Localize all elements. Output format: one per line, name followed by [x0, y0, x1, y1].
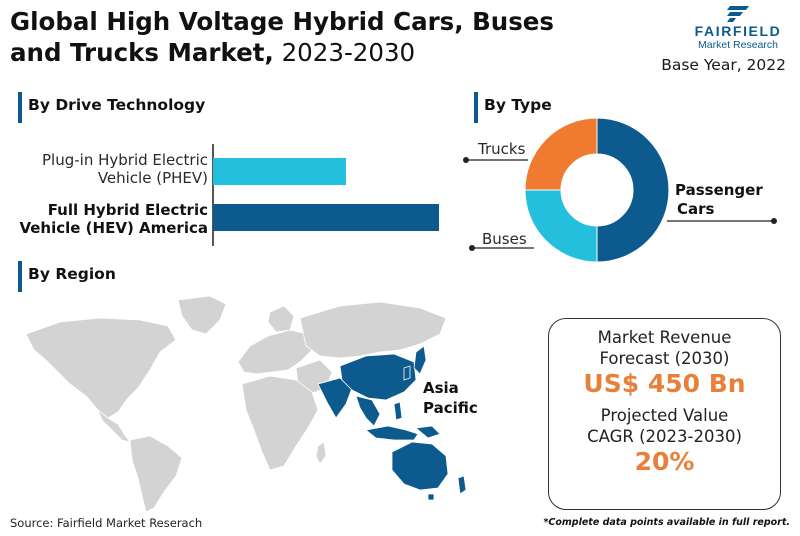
map-grey-regions [25, 295, 447, 513]
bar-phev [213, 158, 347, 185]
cagr-value: 20% [634, 447, 695, 476]
section-accent-bar [18, 92, 22, 123]
fairfield-logo: FAIRFIELD Market Research [684, 4, 792, 51]
map-east-asia [339, 353, 417, 401]
donut-label-trucks: Trucks [478, 140, 526, 158]
map-southeast-asia [355, 395, 381, 427]
map-north-asia [299, 301, 447, 359]
map-europe [237, 329, 313, 375]
map-india [317, 377, 353, 419]
map-africa [241, 375, 319, 471]
donut-label-buses: Buses [482, 230, 527, 248]
region-label-asia-pacific: Asia Pacific [423, 378, 478, 418]
page-title: Global High Voltage Hybrid Cars, Buses a… [10, 6, 570, 68]
map-australia [391, 441, 449, 491]
donut-label-passenger: Passenger Cars [675, 181, 763, 219]
source-note: Source: Fairfield Market Reserach [10, 516, 203, 530]
map-philippines [393, 401, 403, 421]
map-madagascar [315, 441, 327, 465]
section-accent-bar [474, 92, 478, 123]
donut-label-passenger-line2: Cars [677, 200, 715, 218]
logo-subtitle: Market Research [698, 39, 778, 51]
map-scandinavia [267, 305, 295, 333]
map-tasmania [427, 493, 435, 501]
map-indonesia [365, 425, 419, 441]
map-new-zealand [457, 475, 467, 495]
map-korea [403, 365, 411, 381]
title-line-1: Global High Voltage Hybrid Cars, Buses [10, 7, 555, 36]
region-label-line1: Asia [423, 379, 459, 397]
bar-hev [213, 204, 439, 231]
map-greenland [177, 295, 227, 335]
section-accent-bar [18, 261, 22, 292]
section-region-title: By Region [28, 265, 116, 283]
revenue-label-2: Forecast (2030) [599, 349, 730, 368]
logo-name: FAIRFIELD [694, 23, 782, 39]
bar-label-hev: Full Hybrid Electric Vehicle (HEV) Ameri… [19, 201, 208, 237]
base-year: Base Year, 2022 [661, 56, 786, 74]
market-stats-box: Market Revenue Forecast (2030) US$ 450 B… [548, 318, 781, 510]
cagr-label-1: Projected Value [600, 406, 729, 425]
revenue-value: US$ 450 Bn [583, 369, 746, 398]
title-years: 2023-2030 [281, 38, 416, 67]
section-drive-technology: By Drive Technology [18, 92, 206, 123]
map-north-america [25, 317, 177, 419]
bar-label-phev-line1: Plug-in Hybrid Electric [42, 151, 208, 169]
bar-chart-axis [212, 144, 214, 246]
bar-label-phev: Plug-in Hybrid Electric Vehicle (PHEV) [42, 151, 208, 187]
donut-label-passenger-line1: Passenger [675, 181, 763, 199]
section-type-title: By Type [484, 96, 552, 114]
title-line-2: and Trucks Market, [10, 38, 274, 67]
bar-label-phev-line2: Vehicle (PHEV) [97, 169, 208, 187]
fairfield-logo-icon [727, 6, 749, 22]
footnote: *Complete data points available in full … [543, 517, 790, 528]
revenue-label-1: Market Revenue [597, 328, 732, 347]
section-region: By Region [18, 261, 116, 292]
cagr-label-2: CAGR (2023-2030) [587, 427, 742, 446]
map-asia-pacific [317, 345, 467, 501]
map-south-america [129, 435, 183, 513]
bar-label-hev-line2: Vehicle (HEV) America [19, 219, 208, 237]
section-drive-title: By Drive Technology [28, 96, 206, 114]
section-type: By Type [474, 92, 552, 123]
map-japan [413, 345, 427, 375]
region-label-line2: Pacific [423, 399, 478, 417]
map-papua [415, 425, 441, 439]
bar-label-hev-line1: Full Hybrid Electric [47, 201, 208, 219]
